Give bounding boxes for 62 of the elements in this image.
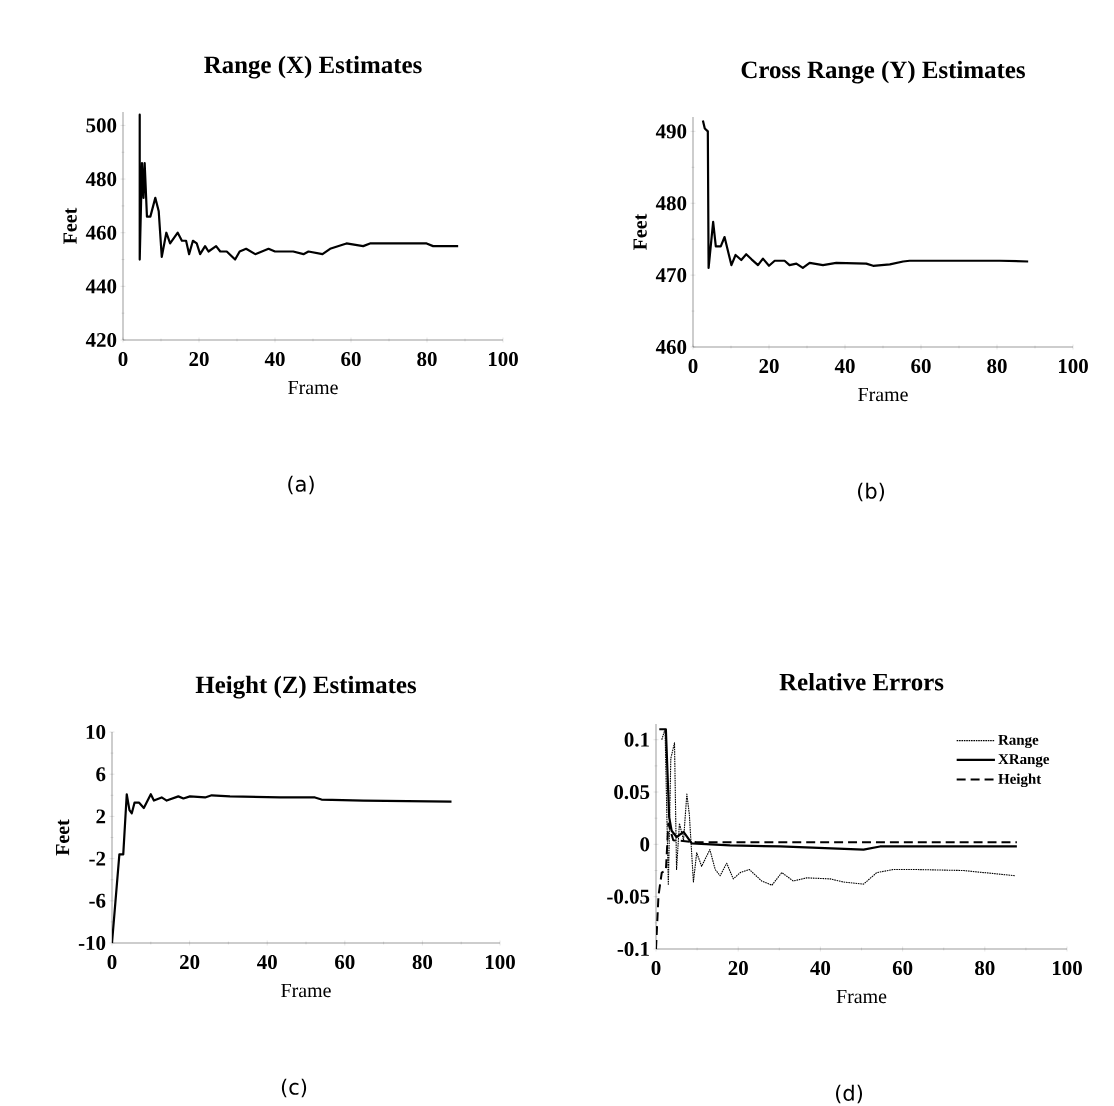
chart-title: Cross Range (Y) Estimates xyxy=(741,60,1025,84)
x-tick-label: 60 xyxy=(892,961,913,976)
legend-label: Range xyxy=(998,734,1039,749)
y-tick-label: 480 xyxy=(655,196,687,211)
x-tick-label: 80 xyxy=(417,352,437,367)
text: (a) xyxy=(288,475,314,495)
y-tick-label: -0.05 xyxy=(607,889,650,904)
text: (c) xyxy=(281,1078,307,1098)
x-tick-label: 40 xyxy=(264,352,285,367)
y-tick-label: 10 xyxy=(86,724,106,740)
legend-label: XRange xyxy=(998,754,1050,768)
x-tick-label: 60 xyxy=(911,359,931,374)
y-tick-label: 470 xyxy=(655,268,687,283)
y-tick-label: 2 xyxy=(96,809,106,824)
y-axis-title: Feet xyxy=(633,213,647,250)
y-tick-label: 0.05 xyxy=(614,784,650,800)
y-tick-label: 0.1 xyxy=(624,732,649,747)
x-tick-label: 100 xyxy=(1058,359,1088,374)
x-axis-title: Frame xyxy=(288,380,338,395)
x-tick-label: 0 xyxy=(688,359,698,374)
x-tick-label: 100 xyxy=(1052,961,1082,976)
line-series xyxy=(701,119,1030,270)
y-tick-label: -2 xyxy=(89,851,106,866)
x-tick-label: 40 xyxy=(810,961,831,976)
y-tick-label: 480 xyxy=(85,172,117,187)
x-tick-label: 100 xyxy=(485,955,515,970)
y-tick-label: 490 xyxy=(655,124,687,139)
text: (d) xyxy=(836,1084,863,1104)
y-tick-label: 460 xyxy=(85,225,117,240)
x-tick-label: 80 xyxy=(975,961,995,976)
y-tick-label: -0.1 xyxy=(617,941,649,957)
x-tick-label: 60 xyxy=(341,352,361,367)
y-axis-title: Feet xyxy=(56,819,70,856)
y-tick-label: -6 xyxy=(89,893,106,908)
legend-label: Height xyxy=(998,773,1042,788)
x-axis-title: Frame xyxy=(836,989,887,1004)
x-tick-label: 100 xyxy=(488,352,518,367)
y-tick-label: 0 xyxy=(640,837,650,852)
x-tick-label: 40 xyxy=(257,955,277,970)
y-tick-label: 420 xyxy=(85,332,117,348)
text: (b) xyxy=(858,482,885,502)
x-axis-title: Frame xyxy=(281,983,331,998)
x-tick-label: 20 xyxy=(180,955,200,970)
y-tick-label: 6 xyxy=(96,767,106,782)
x-tick-label: 40 xyxy=(834,359,855,374)
chart-title: Range (X) Estimates xyxy=(204,55,422,79)
y-tick-label: 440 xyxy=(85,279,117,294)
y-tick-label: -10 xyxy=(78,935,106,951)
y-axis-title: Feet xyxy=(63,207,77,244)
x-tick-label: 20 xyxy=(759,359,779,374)
x-tick-label: 0 xyxy=(118,352,128,367)
line-series xyxy=(138,113,460,261)
chart-title: Height (Z) Estimates xyxy=(195,675,417,699)
y-tick-label: 500 xyxy=(86,118,117,133)
x-axis-title: Frame xyxy=(858,387,908,402)
x-tick-label: 80 xyxy=(987,359,1007,374)
y-tick-label: 460 xyxy=(655,339,687,355)
x-tick-label: 60 xyxy=(335,955,355,970)
x-tick-label: 20 xyxy=(728,961,748,976)
x-tick-label: 20 xyxy=(189,352,209,367)
chart-title: Relative Errors xyxy=(779,672,944,691)
x-tick-label: 80 xyxy=(412,955,433,970)
